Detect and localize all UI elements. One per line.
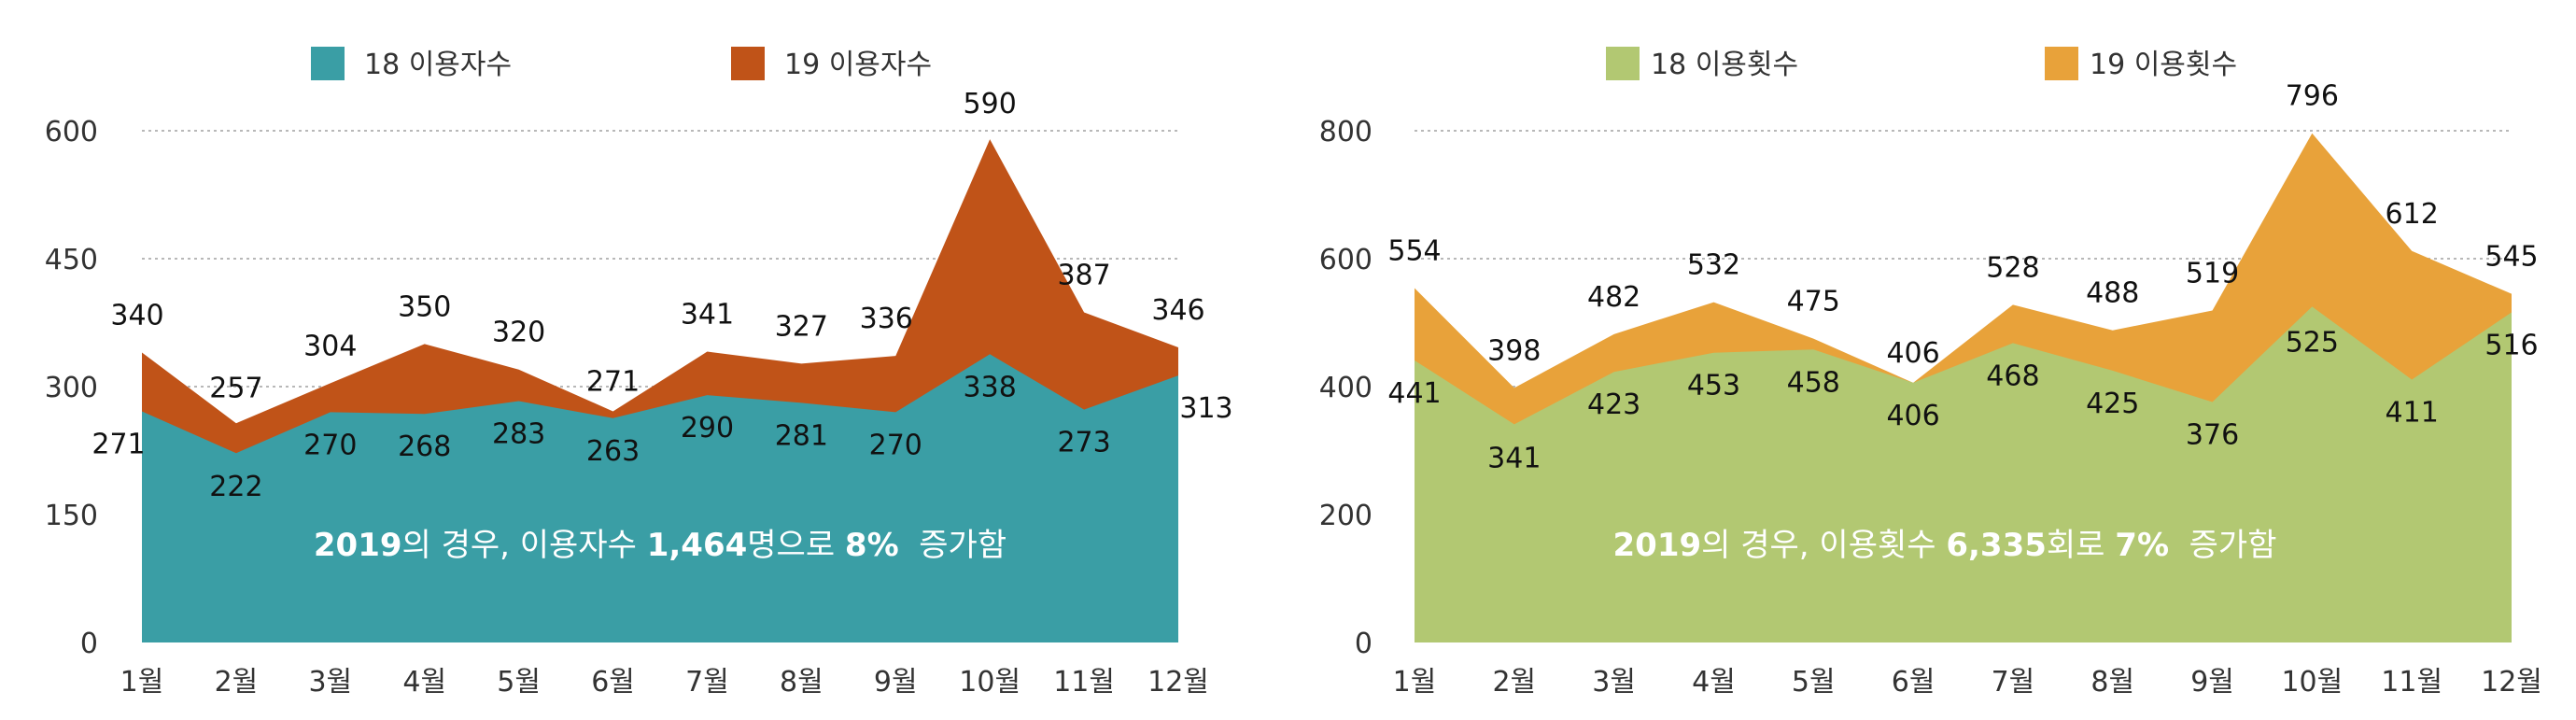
data-label-18: 273 — [1057, 427, 1110, 459]
x-tick-label: 10월 — [959, 666, 1021, 699]
x-tick-label: 1월 — [1393, 666, 1437, 699]
data-label-19: 796 — [2286, 80, 2339, 113]
legend-swatch — [1606, 47, 1640, 80]
annotation-text: 2019의 경우, 이용자수 1,464명으로 8% 증가함 — [314, 527, 1006, 564]
x-tick-label: 12월 — [1147, 666, 1209, 699]
x-tick-label: 9월 — [2190, 666, 2234, 699]
data-label-19: 590 — [964, 88, 1017, 120]
data-label-19: 304 — [303, 330, 357, 362]
x-tick-label: 2월 — [1492, 666, 1536, 699]
data-label-18: 283 — [492, 418, 545, 451]
area-series-18 — [142, 354, 1178, 642]
data-label-18: 453 — [1687, 370, 1740, 402]
data-label-19: 406 — [1886, 337, 1939, 370]
data-label-19: 387 — [1057, 260, 1110, 292]
legend-label: 18 이용자수 — [364, 49, 512, 81]
y-tick-label: 400 — [1319, 372, 1372, 404]
legend-swatch — [311, 47, 345, 80]
data-label-19: 488 — [2086, 277, 2139, 310]
x-tick-label: 4월 — [402, 666, 446, 699]
chart-2: 0 200 400 600 800 1월 2월 3월 4월 5월 6월 7월 8월 9월 10월 11월 12월… — [1319, 47, 2542, 699]
y-tick-label: 0 — [1355, 628, 1372, 660]
data-label-19: 545 — [2485, 241, 2538, 274]
data-label-19: 528 — [1986, 251, 2039, 284]
y-tick-label: 800 — [1319, 116, 1372, 148]
x-tick-label: 4월 — [1692, 666, 1736, 699]
data-label-19: 612 — [2386, 198, 2439, 231]
data-label-18: 270 — [303, 429, 357, 461]
y-tick-label: 450 — [45, 244, 98, 276]
y-tick-label: 200 — [1319, 500, 1372, 532]
x-tick-label: 3월 — [308, 666, 352, 699]
x-tick-label: 2월 — [215, 666, 259, 699]
data-label-19: 327 — [775, 310, 828, 343]
data-label-18: 425 — [2086, 388, 2139, 420]
data-label-19: 482 — [1587, 281, 1640, 314]
data-label-19: 257 — [209, 372, 262, 404]
x-tick-label: 10월 — [2281, 666, 2343, 699]
y-tick-label: 600 — [45, 116, 98, 148]
data-label-18: 338 — [964, 371, 1017, 403]
data-label-19: 475 — [1787, 286, 1840, 318]
area-series-18 — [1415, 306, 2512, 642]
data-label-19: 519 — [2186, 257, 2239, 289]
x-tick-label: 12월 — [2481, 666, 2542, 699]
data-label-18: 516 — [2485, 330, 2538, 362]
legend-swatch — [731, 47, 765, 80]
x-tick-label: 9월 — [874, 666, 918, 699]
x-tick-label: 5월 — [1792, 666, 1836, 699]
data-label-18: 458 — [1787, 366, 1840, 399]
data-label-18: 341 — [1487, 442, 1541, 474]
data-label-18: 423 — [1587, 388, 1640, 421]
x-tick-label: 6월 — [1892, 666, 1936, 699]
data-label-18: 411 — [2386, 396, 2439, 429]
data-label-18: 263 — [586, 435, 640, 468]
data-label-18: 376 — [2186, 418, 2239, 451]
legend-label: 18 이용횟수 — [1651, 49, 1798, 81]
y-tick-label: 150 — [45, 500, 98, 532]
data-label-18: 441 — [1387, 377, 1441, 410]
data-label-19: 336 — [860, 303, 913, 335]
legend-label: 19 이용자수 — [784, 49, 932, 81]
data-label-19: 320 — [492, 317, 545, 349]
data-label-18: 222 — [209, 471, 262, 503]
x-tick-label: 11월 — [2381, 666, 2442, 699]
x-tick-label: 3월 — [1592, 666, 1636, 699]
x-tick-label: 11월 — [1053, 666, 1115, 699]
data-label-18: 406 — [1886, 400, 1939, 432]
x-tick-label: 8월 — [2090, 666, 2134, 699]
data-label-19: 532 — [1687, 249, 1740, 282]
legend-label: 19 이용횟수 — [2090, 49, 2237, 81]
x-tick-label: 7월 — [1992, 666, 2035, 699]
data-label-18: 468 — [1986, 360, 2039, 392]
legend-swatch — [2045, 47, 2078, 80]
y-tick-label: 0 — [80, 628, 98, 660]
x-tick-label: 1월 — [120, 666, 164, 699]
y-tick-label: 600 — [1319, 244, 1372, 276]
annotation-text: 2019의 경우, 이용횟수 6,335회로 7% 증가함 — [1613, 527, 2277, 564]
x-tick-label: 6월 — [591, 666, 635, 699]
data-label-19: 340 — [110, 299, 163, 332]
data-label-18: 270 — [869, 429, 922, 461]
data-label-19: 346 — [1151, 294, 1204, 327]
data-label-19: 271 — [586, 365, 640, 398]
x-tick-label: 8월 — [780, 666, 823, 699]
data-label-18: 268 — [398, 431, 451, 463]
data-label-19: 350 — [398, 290, 451, 323]
data-label-19: 554 — [1387, 235, 1441, 268]
x-tick-label: 7월 — [685, 666, 729, 699]
data-label-18: 290 — [681, 412, 734, 445]
x-tick-label: 5월 — [497, 666, 541, 699]
y-tick-label: 300 — [45, 372, 98, 404]
data-label-18: 281 — [775, 419, 828, 452]
data-label-18: 313 — [1179, 392, 1232, 425]
data-label-19: 341 — [681, 299, 734, 332]
chart-1: 0 150 300 450 600 1월 2월 3월 4월 5월 6월 7월 8월 9월 10월 11월 12월… — [45, 47, 1233, 699]
data-label-18: 525 — [2286, 326, 2339, 359]
data-label-19: 398 — [1487, 334, 1541, 367]
data-label-18: 271 — [91, 428, 145, 460]
